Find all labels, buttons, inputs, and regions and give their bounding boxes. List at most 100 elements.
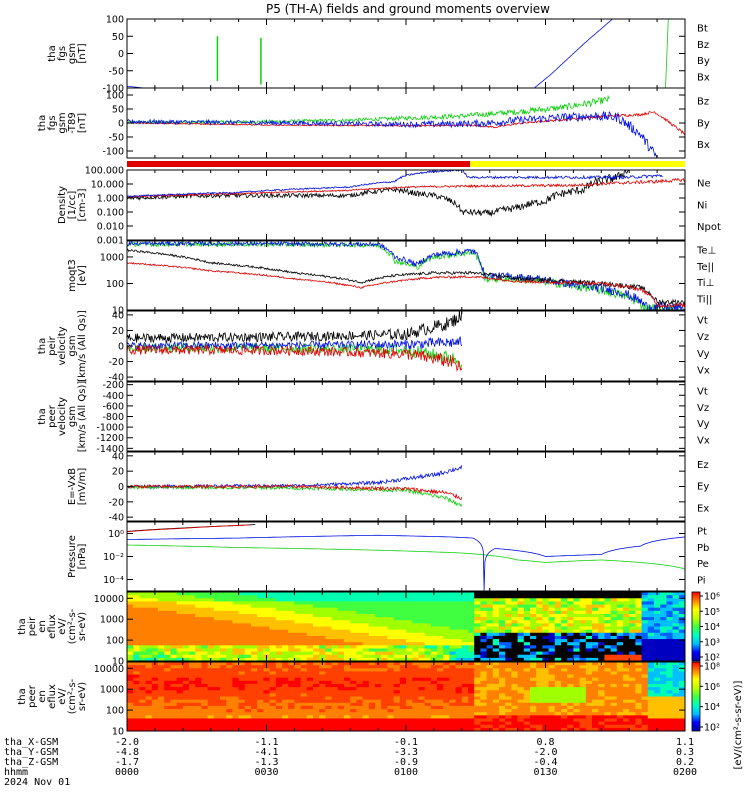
spectrogram-cell [319,702,326,707]
spectrogram-cell [592,601,599,606]
spectrogram-cell [133,712,140,716]
spectrogram-cell [598,617,605,621]
spectrogram-cell [499,724,506,729]
spectrogram-cell [530,683,537,688]
spectrogram-cell [412,712,419,716]
spectrogram-cell [393,617,401,621]
spectrogram-cell [275,651,283,656]
spectrogram-cell [387,712,395,716]
spectrogram-cell [412,727,419,731]
spectrogram-cell [499,651,506,656]
spectrogram-cell [164,690,171,694]
spectrogram-cell [313,715,320,720]
spectrogram-cell [660,623,667,628]
spectrogram-cell [660,690,667,694]
spectrogram-cell [536,705,543,710]
spectrogram-cell [437,727,444,731]
spectrogram-cell [344,635,351,640]
spectrogram-cell [288,639,295,643]
spectrogram-cell [207,699,215,704]
spectrogram-cell [443,651,450,656]
spectrogram-cell [418,604,426,609]
spectrogram-cell [232,702,240,707]
spectrogram-cell [548,705,556,710]
spectrogram-cell [616,651,624,656]
spectrogram-cell [399,702,407,707]
spectrogram-cell [455,657,463,661]
spectrogram-cell [232,705,240,710]
spectrogram-cell [573,632,581,637]
spectrogram-cell [641,687,649,691]
spectrogram-cell [647,639,655,643]
spectrogram-cell [579,598,587,603]
spectrogram-cell [238,607,246,612]
spectrogram-cell [294,674,302,679]
spectrogram-cell [480,592,488,596]
spectrogram-cell [306,702,314,707]
spectrogram-cell [201,727,209,731]
spectrogram-cell [337,604,345,609]
spectrogram-cell [244,645,252,650]
spectrogram-cell [517,635,525,640]
spectrogram-cell [641,693,649,698]
spectrogram-cell [263,632,271,637]
spectrogram-cell [244,617,252,621]
series-Vz [127,344,463,372]
spectrogram-cell [592,687,599,691]
spectrogram-cell [282,617,289,621]
spectrogram-cell [226,705,233,710]
spectrogram-cell [158,657,165,661]
spectrogram-cell [325,645,333,650]
legend-Ey: Ey [697,482,709,493]
spectrogram-cell [480,715,488,720]
spectrogram-cell [523,657,531,661]
spectrogram-cell [393,709,401,713]
series-group [127,524,685,591]
spectrogram-cell [319,648,326,653]
spectrogram-cell [176,632,184,637]
spectrogram-cell [182,709,190,713]
spectrogram-cell [666,629,674,634]
spectrogram-cell [189,715,196,720]
spectrogram-cell [238,645,246,650]
spectrogram-cell [610,665,618,669]
spectrogram-cell [232,642,240,646]
spectrogram-cell [604,693,612,698]
spectrogram-cell [220,693,227,698]
spectrogram-cell [486,623,494,628]
spectrogram-cell [139,613,147,618]
spectrogram-cell [511,696,519,701]
spectrogram-cell [288,702,295,707]
spectrogram-cell [375,623,382,628]
spectrogram-cell [573,595,581,599]
spectrogram-cell [319,598,326,603]
spectrogram-cell [455,702,463,707]
spectrogram-cell [387,690,395,694]
spectrogram-cell [678,696,685,701]
spectrogram-cell [207,651,215,656]
spectrogram-cell [660,680,667,685]
spectrogram-cell [176,687,184,691]
spectrogram-cell [294,648,302,653]
spectrogram-cell [356,595,364,599]
spectrogram-cell [437,662,444,666]
spectrogram-cell [468,674,475,679]
spectrogram-cell [461,645,469,650]
spectrogram-cell [381,657,388,661]
spectrogram-cell [251,620,258,624]
spectrogram-cell [207,668,215,673]
spectrogram-cell [337,642,345,646]
spectrogram-cell [517,687,525,691]
spectrogram-cell [660,632,667,637]
spectrogram-cell [530,724,537,729]
spectrogram-cell [554,626,562,631]
spectrogram-cell [623,629,630,634]
spectrogram-cell [399,657,407,661]
spectrogram-cell [530,721,537,726]
spectrogram-cell [654,665,661,669]
spectrogram-cell [623,683,630,688]
spectrogram-cell [424,604,432,609]
spectrogram-cell [567,592,574,596]
spectrogram-cell [461,648,469,653]
spectrogram-cell [480,604,488,609]
